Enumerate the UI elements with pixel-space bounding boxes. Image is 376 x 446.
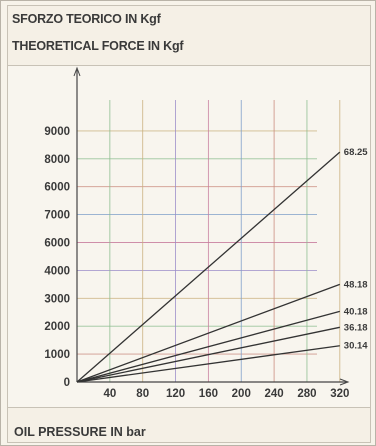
y-tick-label: 7000 [44,210,70,222]
chart-title-english: THEORETICAL FORCE IN Kgf [12,39,184,53]
x-tick-label: 80 [136,388,149,400]
x-tick-label: 240 [265,388,284,400]
y-axis-arrow [73,66,81,77]
x-axis-label: OIL PRESSURE IN bar [14,425,146,439]
chart-title-italian: SFORZO TEORICO IN Kgf [12,12,161,26]
series-label: 30.14 [344,341,368,352]
x-tick-label: 40 [103,388,116,400]
y-tick-label: 1000 [44,349,70,361]
title-panel: SFORZO TEORICO IN Kgf THEORETICAL FORCE … [7,5,371,67]
y-tick-label: 3000 [44,293,70,305]
series-label: 40.18 [344,306,368,317]
x-tick-label: 280 [297,388,316,400]
series-line [76,283,341,383]
y-tick-label: 6000 [44,238,70,250]
y-tick-label: 2000 [44,321,70,333]
y-tick-label: 0 [64,377,70,389]
x-axis-arrow [339,378,350,386]
y-tick-label: 4000 [44,265,70,277]
y-tick-label: 9000 [44,126,70,138]
x-tick-label: 200 [232,388,251,400]
x-tick-label: 160 [199,388,218,400]
series-label: 36.18 [344,322,368,333]
y-tick-label: 6000 [44,182,70,194]
y-tick-label: 8000 [44,154,70,166]
series-label: 48.18 [344,279,368,290]
x-tick-label: 320 [330,388,349,400]
series-line [76,345,340,383]
x-tick-label: 120 [166,388,185,400]
series-line [76,310,340,383]
series-line [76,151,341,383]
footer-panel: OIL PRESSURE IN bar [7,407,371,443]
series-label: 68.25 [344,147,368,158]
series-line [76,326,340,383]
